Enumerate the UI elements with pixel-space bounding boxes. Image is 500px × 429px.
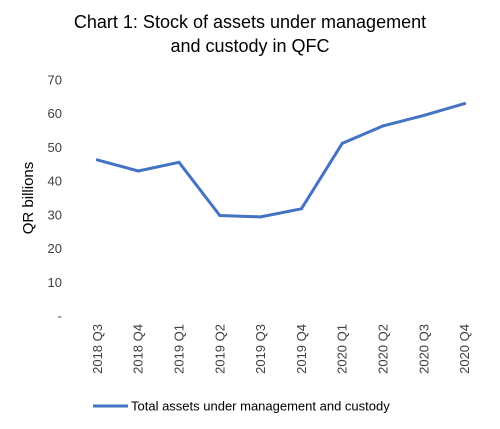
data-point [218,214,222,218]
y-tick-label: 40 [48,174,62,189]
x-tick-label: 2019 Q1 [172,324,187,374]
data-point [422,113,426,117]
series-line [95,102,467,219]
y-tick-label: - [58,309,62,324]
x-tick-label: 2019 Q4 [294,324,309,374]
x-tick-label: 2020 Q3 [416,324,431,374]
x-tick-label: 2018 Q3 [90,324,105,374]
data-point [463,102,467,106]
x-axis-ticks: 2018 Q3 2018 Q4 2019 Q1 2019 Q2 2019 Q3 2019 … [90,324,472,374]
legend: Total assets under management and custod… [93,399,390,414]
x-tick-label: 2019 Q3 [253,324,268,374]
data-point [299,207,303,211]
data-point [340,141,344,145]
data-point [381,124,385,128]
x-tick-label: 2018 Q4 [131,324,146,374]
y-tick-label: 70 [48,73,62,88]
x-tick-label: 2020 Q4 [457,324,472,374]
chart-title-line-2: and custody in QFC [170,36,330,56]
series-layer [95,102,467,219]
chart-title: Chart 1: Stock of assets under managemen… [0,10,500,58]
data-point [177,160,181,164]
y-tick-label: 60 [48,106,62,121]
y-tick-label: 20 [48,241,62,256]
legend-label: Total assets under management and custod… [131,399,390,414]
x-tick-label: 2020 Q2 [376,324,391,374]
data-point [136,169,140,173]
data-point [259,215,263,219]
y-tick-label: 10 [48,275,62,290]
y-tick-label: 50 [48,140,62,155]
x-tick-label: 2020 Q1 [335,324,350,374]
y-axis-title: QR billions [20,162,37,235]
x-tick-label: 2019 Q2 [212,324,227,374]
y-tick-label: 30 [48,207,62,222]
y-axis-ticks: - 10 20 30 40 50 60 70 [48,73,62,324]
data-point [95,158,99,162]
chart-title-line-1: Chart 1: Stock of assets under managemen… [73,12,427,32]
